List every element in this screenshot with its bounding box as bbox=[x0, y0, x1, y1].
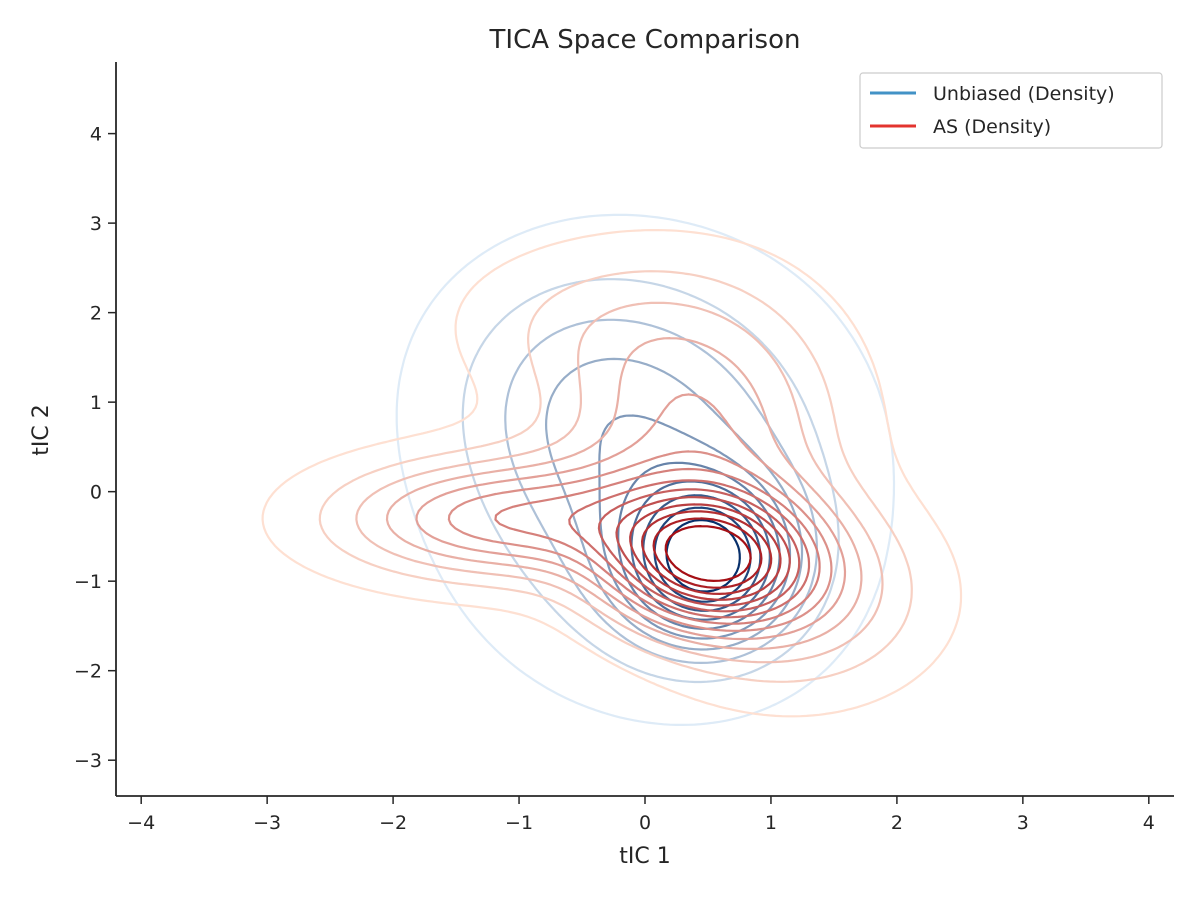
x-tick-label: 3 bbox=[1017, 812, 1029, 834]
as-density-contour bbox=[629, 503, 782, 601]
as-density-contour bbox=[664, 525, 752, 582]
x-tick-label: −1 bbox=[505, 812, 533, 834]
as-density-contour bbox=[261, 229, 963, 718]
as-density-contour bbox=[318, 270, 913, 683]
x-tick-label: −2 bbox=[379, 812, 407, 834]
x-tick-label: 4 bbox=[1143, 812, 1155, 834]
y-axis-label: tIC 2 bbox=[29, 404, 54, 455]
legend-label-unbiased: Unbiased (Density) bbox=[933, 83, 1115, 105]
x-tick-label: 2 bbox=[891, 812, 903, 834]
unbiased-density-contour bbox=[395, 213, 896, 726]
as-density-contour bbox=[652, 517, 763, 589]
as-density-contour bbox=[385, 337, 863, 650]
x-axis-label: tIC 1 bbox=[619, 844, 670, 869]
y-tick-label: 2 bbox=[90, 303, 102, 325]
x-tick-label: 1 bbox=[765, 812, 777, 834]
as-density-contour bbox=[597, 488, 801, 613]
chart-title: TICA Space Comparison bbox=[489, 25, 801, 55]
legend-box bbox=[859, 72, 1163, 149]
y-axis-ticks: −3 −2 −1 0 1 2 3 4 bbox=[74, 124, 116, 772]
as-density-contour bbox=[568, 479, 811, 619]
as-density-contour bbox=[447, 450, 833, 632]
as-density-contour bbox=[494, 467, 821, 625]
y-tick-label: 4 bbox=[90, 124, 102, 146]
legend: Unbiased (Density) AS (Density) bbox=[859, 72, 1163, 149]
legend-label-as: AS (Density) bbox=[933, 116, 1051, 138]
unbiased-density-contour bbox=[461, 278, 840, 684]
as-density-contour bbox=[355, 301, 884, 664]
y-tick-label: −1 bbox=[74, 571, 102, 593]
unbiased-density-contour bbox=[545, 357, 804, 651]
x-tick-label: −4 bbox=[127, 812, 155, 834]
as-density-contour bbox=[615, 496, 791, 607]
x-axis-ticks: −4 −3 −2 −1 0 1 2 3 4 bbox=[127, 796, 1155, 834]
as-density-contour bbox=[641, 510, 773, 595]
as-density-contour bbox=[415, 393, 847, 641]
y-tick-label: −2 bbox=[74, 661, 102, 683]
x-tick-label: 0 bbox=[639, 812, 651, 834]
y-tick-label: 0 bbox=[90, 482, 102, 504]
y-tick-label: 3 bbox=[90, 213, 102, 235]
x-tick-label: −3 bbox=[253, 812, 281, 834]
y-tick-label: −3 bbox=[74, 750, 102, 772]
y-tick-label: 1 bbox=[90, 392, 102, 414]
contour-plot-area bbox=[261, 213, 963, 726]
